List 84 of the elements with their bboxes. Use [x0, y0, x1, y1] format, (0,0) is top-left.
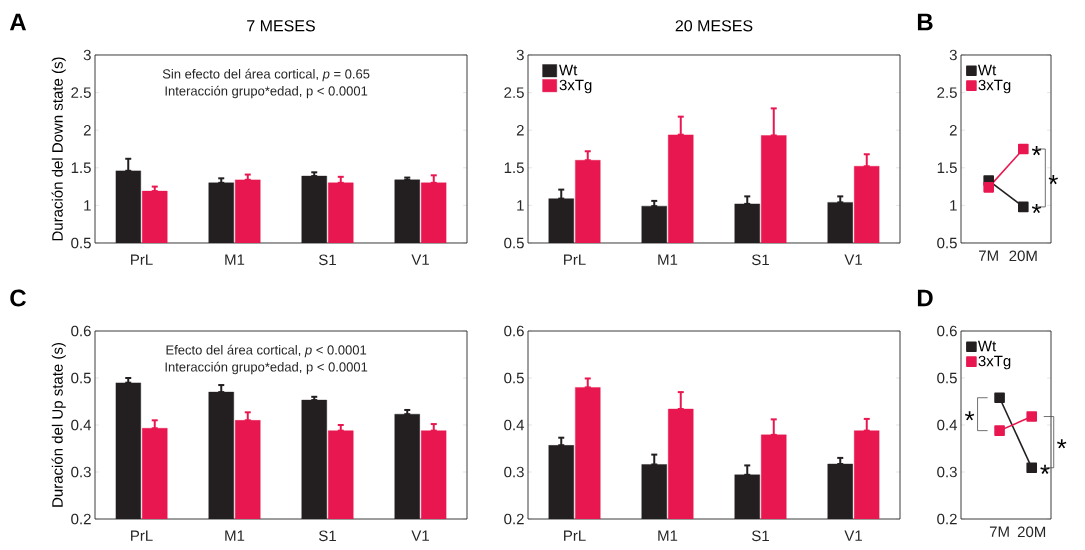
point: [1018, 143, 1029, 155]
x-tick-label: 7M: [979, 250, 998, 261]
text: *: [1057, 439, 1067, 449]
y-tick-label: 0.2: [937, 513, 957, 525]
annotation: Interacción grupo*edad, p < 0.0001: [165, 85, 368, 99]
text: D: [917, 289, 933, 307]
annotation: Sin efecto del área cortical, p = 0.65: [162, 68, 370, 82]
annotation: Interacción grupo*edad, p < 0.0001: [165, 361, 368, 375]
y-tick-label: 0.2: [71, 513, 91, 525]
point: [983, 182, 994, 193]
y-tick-label: 0.5: [937, 237, 957, 249]
text: B: [917, 13, 933, 31]
y-axis-title: Duración del Up state (s): [51, 343, 66, 507]
x-tick-label: V1: [844, 254, 862, 265]
point: [994, 425, 1005, 436]
legend-label: 3xTg: [978, 79, 1011, 94]
y-tick-label: 1: [84, 200, 91, 211]
x-tick-label: M1: [225, 254, 245, 265]
y-tick-label: 1.5: [504, 162, 524, 174]
y-tick-label: 0.4: [504, 419, 525, 431]
x-tick-label: V1: [411, 254, 429, 265]
x-tick-label: PrL: [131, 254, 153, 265]
y-tick-label: 3: [83, 49, 91, 61]
y-tick-label: 1.5: [937, 162, 957, 174]
y-tick-label: 0.3: [937, 466, 957, 478]
y-tick-label: 1: [950, 200, 957, 211]
x-tick-label: M1: [225, 530, 245, 541]
x-tick-label: S1: [752, 530, 769, 542]
y-axis-title: Duración del Down state (s): [51, 57, 66, 241]
y-tick-label: 0.3: [504, 466, 524, 478]
annotation: *: [1031, 146, 1042, 156]
y-tick-label: 2: [949, 124, 957, 136]
y-tick-label: 0.2: [504, 513, 524, 525]
y-tick-label: 0.4: [71, 419, 92, 431]
x-tick-label: M1: [658, 530, 678, 541]
chart-title: 20 MESES: [675, 20, 753, 32]
y-tick-label: 3: [516, 49, 524, 61]
x-tick-label: S1: [319, 254, 336, 266]
y-tick-label: 0.5: [937, 372, 957, 384]
text: A: [9, 13, 27, 31]
x-tick-label: 20M: [1009, 250, 1037, 262]
x-tick-label: 20M: [1017, 526, 1046, 538]
x-tick-label: S1: [319, 530, 336, 542]
point: [1026, 411, 1038, 422]
annotation: *: [964, 411, 975, 421]
y-tick-label: 1.5: [71, 162, 91, 174]
x-tick-label: PrL: [564, 254, 586, 265]
chart-title: 7 MESES: [247, 20, 315, 32]
annotation: *: [1040, 464, 1050, 474]
legend-label: 3xTg: [559, 79, 592, 94]
annotation: *: [1048, 175, 1058, 185]
x-tick-label: PrL: [564, 530, 586, 541]
text: C: [10, 289, 27, 307]
y-tick-label: 2.5: [71, 87, 91, 98]
y-tick-label: 0.6: [71, 325, 91, 337]
x-tick-label: S1: [752, 254, 769, 266]
x-tick-label: 7M: [989, 526, 1009, 537]
y-tick-label: 0.5: [71, 237, 91, 249]
y-tick-label: 2.5: [937, 87, 957, 98]
point: [994, 392, 1005, 404]
y-tick-label: 0.4: [937, 419, 958, 431]
y-tick-label: 0.5: [504, 237, 524, 249]
y-tick-label: 1: [517, 200, 524, 211]
x-tick-label: V1: [411, 530, 429, 541]
y-tick-label: 3: [949, 49, 957, 61]
annotation: Efecto del área cortical, p < 0.0001: [166, 344, 367, 358]
legend-label: 3xTg: [978, 355, 1011, 370]
y-tick-label: 0.5: [504, 372, 524, 384]
y-tick-label: 0.5: [71, 372, 91, 384]
legend-label: Wt: [977, 340, 997, 352]
y-tick-label: 2: [83, 124, 91, 136]
x-tick-label: V1: [844, 530, 862, 541]
y-tick-label: 0.3: [71, 466, 91, 478]
annotation: *: [1031, 203, 1042, 214]
point: [1018, 201, 1029, 213]
x-tick-label: M1: [658, 254, 678, 265]
legend-label: Wt: [977, 64, 997, 76]
x-tick-label: PrL: [131, 530, 153, 541]
y-tick-label: 2.5: [504, 87, 524, 98]
y-tick-label: 2: [516, 124, 524, 136]
legend-label: Wt: [559, 64, 578, 76]
y-tick-label: 0.6: [504, 325, 524, 337]
y-tick-label: 0.6: [937, 325, 957, 337]
point: [1026, 462, 1038, 474]
